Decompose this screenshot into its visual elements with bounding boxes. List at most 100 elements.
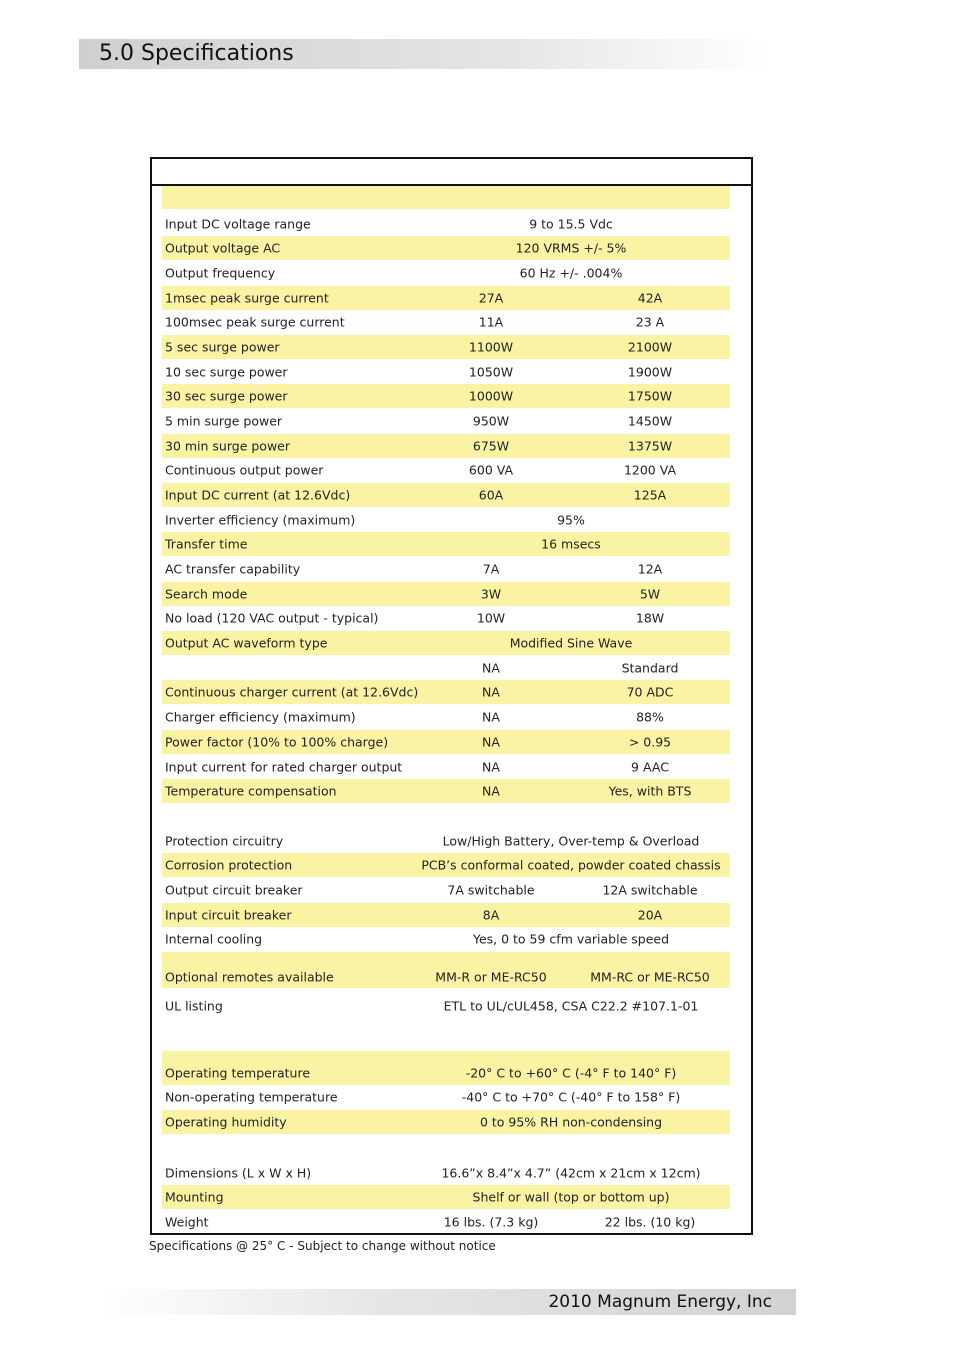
row-band (162, 1110, 730, 1134)
footnote: Specifications @ 25° C - Subject to chan… (149, 1239, 496, 1253)
row-value: 16 msecs (541, 536, 601, 552)
row-band (162, 730, 730, 754)
row-band (162, 483, 730, 507)
row-value: 2100W (627, 339, 673, 355)
row-band (162, 236, 730, 260)
row-label: Protection circuitry (165, 833, 284, 849)
row-label: Temperature compensation (165, 783, 337, 799)
row-value: 95% (557, 512, 585, 528)
footer-text: 2010 Magnum Energy, Inc (548, 1292, 772, 1312)
row-label: 30 sec surge power (165, 388, 288, 404)
row-value: 22 lbs. (10 kg) (604, 1214, 696, 1230)
row-value: 20A (637, 907, 663, 923)
row-value: 88% (636, 709, 664, 725)
row-band (162, 434, 730, 458)
row-band (162, 853, 730, 877)
row-value: 120 VRMS +/- 5% (515, 240, 627, 256)
page-title: 5.0 Specifications (99, 41, 294, 66)
row-value: > 0.95 (628, 734, 672, 750)
row-band (162, 384, 730, 408)
row-value: 0 to 95% RH non-condensing (479, 1114, 663, 1130)
row-label: AC transfer capability (165, 561, 301, 577)
row-value: NA (482, 783, 500, 799)
row-value: Standard (621, 660, 679, 676)
row-label: Dimensions (L x W x H) (165, 1165, 312, 1181)
row-band (162, 286, 730, 310)
table-rule (150, 184, 751, 186)
row-label: Transfer time (165, 536, 248, 552)
row-value: 1900W (627, 364, 673, 380)
row-value: 1050W (468, 364, 514, 380)
row-label: Input DC current (at 12.6Vdc) (165, 487, 351, 503)
row-value: 16 lbs. (7.3 kg) (443, 1214, 539, 1230)
row-value: 5W (639, 586, 661, 602)
row-value: Modified Sine Wave (509, 635, 633, 651)
row-value: NA (482, 684, 500, 700)
table-frame (150, 157, 753, 1235)
row-value: 12A switchable (602, 882, 698, 898)
row-label: Continuous charger current (at 12.6Vdc) (165, 684, 419, 700)
row-value: Yes, 0 to 59 cfm variable speed (472, 931, 670, 947)
row-value: 42A (637, 290, 663, 306)
row-value: 60A (478, 487, 504, 503)
row-label: 1msec peak surge current (165, 290, 329, 306)
row-value: Low/High Battery, Over-temp & Overload (442, 833, 700, 849)
row-label: 10 sec surge power (165, 364, 288, 380)
row-band (162, 779, 730, 803)
row-label: Weight (165, 1214, 209, 1230)
row-label: Output circuit breaker (165, 882, 303, 898)
row-label: Internal cooling (165, 931, 263, 947)
row-value: 16.6”x 8.4”x 4.7” (42cm x 21cm x 12cm) (441, 1165, 701, 1181)
row-value: 9 AAC (631, 759, 669, 775)
row-value: 70 ADC (626, 684, 674, 700)
row-value: 12A (637, 561, 663, 577)
row-value: NA (482, 660, 500, 676)
row-band (162, 1185, 730, 1209)
row-value: 1000W (468, 388, 514, 404)
row-label: Output AC waveform type (165, 635, 328, 651)
row-band (162, 952, 730, 988)
row-value: 11A (478, 314, 504, 330)
row-label: Mounting (165, 1189, 224, 1205)
row-value: 1375W (627, 438, 673, 454)
footer-bar: 2010 Magnum Energy, Inc (100, 1289, 796, 1315)
row-value: 125A (633, 487, 667, 503)
row-label: No load (120 VAC output - typical) (165, 610, 379, 626)
row-label: Input DC voltage range (165, 216, 311, 232)
row-label: Search mode (165, 586, 248, 602)
row-label: 5 sec surge power (165, 339, 280, 355)
row-value: NA (482, 734, 500, 750)
row-value: 1450W (627, 413, 673, 429)
row-value: 1200 VA (623, 462, 677, 478)
row-value: NA (482, 709, 500, 725)
row-label: Operating temperature (165, 1065, 311, 1081)
row-value: 7A (482, 561, 500, 577)
row-label: 100msec peak surge current (165, 314, 345, 330)
row-value: Yes, with BTS (608, 783, 692, 799)
row-value: 3W (480, 586, 502, 602)
row-value: Shelf or wall (top or bottom up) (472, 1189, 670, 1205)
row-band (162, 1051, 730, 1085)
row-value: -40° C to +70° C (-40° F to 158° F) (461, 1089, 681, 1105)
row-label: Non-operating temperature (165, 1089, 338, 1105)
row-value: 1100W (468, 339, 514, 355)
row-band (162, 903, 730, 927)
row-label: Power factor (10% to 100% charge) (165, 734, 389, 750)
header-bar: 5.0 Specifications (79, 39, 770, 69)
row-value: 18W (635, 610, 665, 626)
row-label: Inverter efficiency (maximum) (165, 512, 356, 528)
row-band (162, 582, 730, 606)
row-value: -20° C to +60° C (-4° F to 140° F) (465, 1065, 677, 1081)
row-label: Output frequency (165, 265, 276, 281)
row-value: 27A (478, 290, 504, 306)
row-label: Continuous output power (165, 462, 324, 478)
row-value: NA (482, 759, 500, 775)
row-value: 10W (476, 610, 506, 626)
row-label: Input current for rated charger output (165, 759, 403, 775)
row-label: Corrosion protection (165, 857, 293, 873)
row-band (162, 631, 730, 655)
row-value: 675W (472, 438, 510, 454)
row-band (162, 335, 730, 359)
header-band (162, 186, 730, 209)
